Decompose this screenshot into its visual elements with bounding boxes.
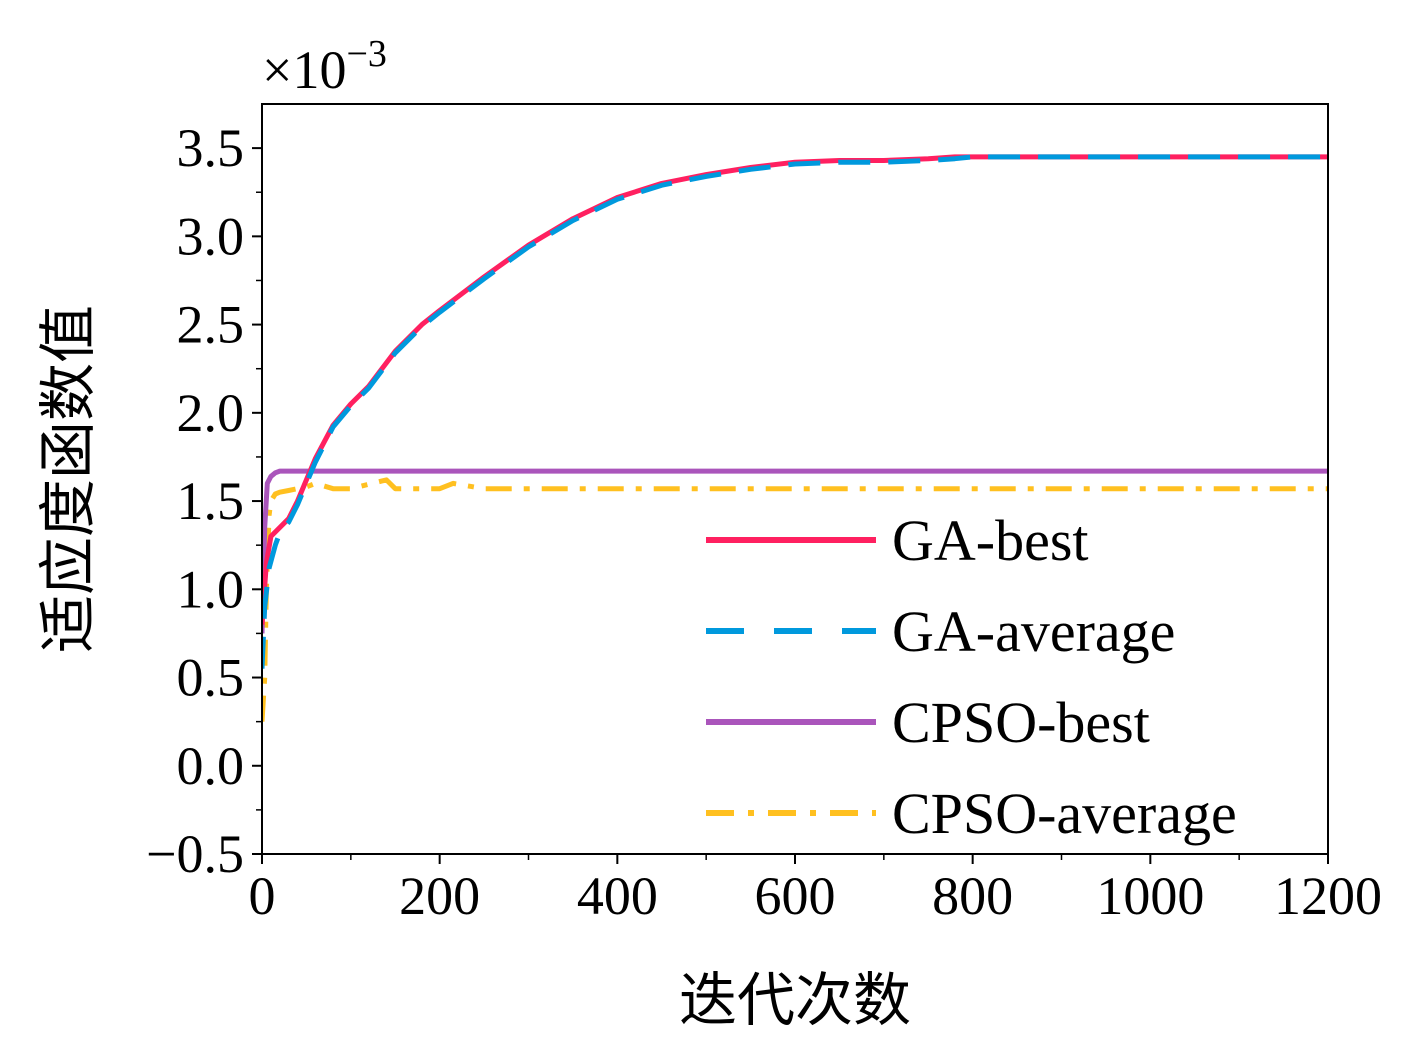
y-scale-exponent: −3 [346,33,386,75]
x-tick-label: 0 [249,866,276,926]
y-tick-label: 2.5 [177,295,245,355]
plot-series [262,154,1328,722]
series-line-cpso-average [262,477,1328,722]
x-tick-label: 1000 [1096,866,1204,926]
y-tick-label: 3.5 [177,118,245,178]
series-line-cpso-best [262,468,1328,634]
x-axis-title: 迭代次数 [679,966,911,1034]
y-tick-label: 0.5 [177,648,245,708]
legend[interactable]: GA-best GA-average CPSO-best CPSO-average [706,508,1237,846]
series-line-ga-average [262,154,1328,669]
y-tick-label: 2.0 [177,383,245,443]
y-scale-offset: ×10−3 [262,33,387,100]
y-ticks [252,147,262,855]
y-tick-label: 1.0 [177,559,245,619]
plot-frame [261,103,1329,855]
x-ticks [261,854,1329,864]
legend-item-ga-best[interactable]: GA-best [706,508,1089,573]
y-tick-labels: −0.5 0.0 0.5 1.0 1.5 2.0 2.5 3.0 3.5 [146,118,244,884]
x-tick-label: 400 [577,866,658,926]
y-tick-label: 3.0 [177,206,245,266]
y-tick-label: 1.5 [177,471,245,531]
legend-label: CPSO-best [892,690,1150,755]
x-tick-labels: 0 200 400 600 800 1000 1200 [249,866,1383,926]
legend-label: CPSO-average [892,781,1237,846]
y-tick-label: 0.0 [177,736,245,796]
legend-item-ga-average[interactable]: GA-average [706,599,1175,664]
x-tick-label: 600 [755,866,836,926]
series-line-ga-best [262,154,1328,625]
x-tick-label: 200 [399,866,480,926]
legend-item-cpso-best[interactable]: CPSO-best [706,690,1150,755]
y-scale-base: ×10 [262,40,346,100]
legend-item-cpso-average[interactable]: CPSO-average [706,781,1237,846]
x-tick-label: 1200 [1274,866,1382,926]
y-axis-title: 适应度函数值 [34,305,102,653]
y-tick-label: −0.5 [146,824,244,884]
x-tick-label: 800 [932,866,1013,926]
legend-label: GA-average [892,599,1175,664]
legend-label: GA-best [892,508,1089,573]
